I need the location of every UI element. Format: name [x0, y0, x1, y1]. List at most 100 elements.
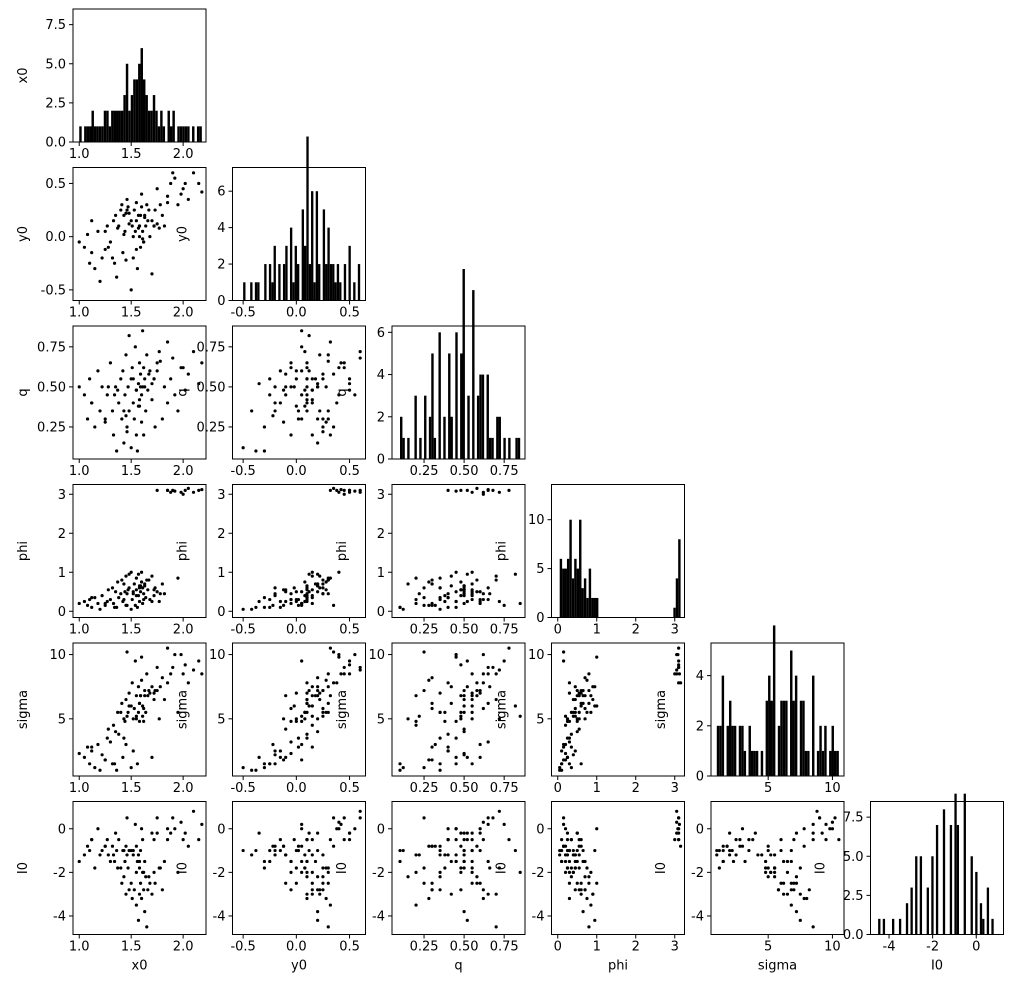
point-I0-vs-sigma-84	[837, 838, 841, 842]
point-I0-vs-y0-71	[289, 870, 293, 874]
point-q-vs-y0-56	[347, 377, 352, 381]
point-q-vs-x0-28	[130, 366, 134, 370]
hist-bar-x0-26	[142, 79, 146, 142]
point-I0-vs-x0-79	[112, 859, 117, 864]
point-y0-vs-x0-56	[169, 181, 173, 186]
point-q-vs-y0-53	[316, 417, 320, 421]
point-phi-vs-y0-75	[307, 572, 311, 576]
x-tick-label: 0.75	[490, 781, 519, 796]
x-tick-label: 0.25	[410, 623, 439, 638]
point-y0-vs-x0-46	[146, 219, 150, 223]
point-sigma-vs-x0-72	[147, 688, 151, 693]
point-phi-vs-x0-35	[136, 572, 141, 576]
point-I0-vs-q-79	[454, 859, 458, 864]
point-sigma-vs-y0-28	[305, 681, 309, 685]
point-q-vs-y0-41	[300, 329, 304, 333]
point-phi-vs-q-22	[494, 574, 498, 578]
point-I0-vs-x0-83	[155, 831, 159, 835]
point-I0-vs-x0-45	[145, 925, 149, 929]
point-I0-vs-q-61	[475, 844, 479, 848]
point-sigma-vs-x0-22	[124, 697, 128, 702]
point-I0-vs-x0-44	[144, 875, 148, 879]
point-phi-vs-x0-41	[141, 601, 145, 606]
point-I0-vs-x0-25	[127, 888, 131, 892]
point-phi-vs-q-64	[486, 487, 490, 492]
point-sigma-vs-phi-67	[585, 710, 589, 714]
point-y0-vs-x0-41	[141, 229, 145, 233]
point-sigma-vs-q-76	[443, 710, 447, 714]
point-phi-vs-q-21	[454, 590, 458, 594]
point-phi-vs-y0-21	[300, 590, 304, 594]
point-I0-vs-sigma-67	[773, 866, 777, 870]
point-I0-vs-y0-36	[305, 892, 309, 896]
point-phi-vs-y0-61	[331, 486, 336, 491]
point-I0-vs-q-14	[462, 831, 466, 835]
point-I0-vs-sigma-1	[728, 853, 732, 857]
point-sigma-vs-y0-52	[303, 717, 307, 721]
hist-bar-x0-10	[103, 110, 107, 142]
x-tick-label: 10	[824, 940, 841, 955]
x-tick-label: 1.0	[69, 940, 90, 955]
hist-bar-sigma-4	[726, 725, 729, 776]
point-phi-vs-y0-0	[289, 601, 293, 606]
point-I0-vs-sigma-46	[789, 888, 793, 892]
hist-bar-sigma-13	[748, 725, 751, 776]
point-I0-vs-y0-79	[268, 859, 272, 864]
point-I0-vs-sigma-62	[815, 809, 819, 813]
point-phi-vs-q-70	[449, 584, 453, 588]
y-tick-label: 0.25	[37, 420, 66, 435]
point-phi-vs-y0-7	[250, 607, 254, 611]
point-sigma-vs-q-24	[462, 710, 466, 714]
hist-bar-sigma-18	[760, 750, 764, 776]
y-tick-label: 10	[528, 648, 545, 663]
point-sigma-vs-q-3	[470, 762, 474, 766]
point-sigma-vs-phi-88	[577, 691, 581, 695]
y-tick-label: 1	[217, 566, 225, 581]
point-phi-vs-x0-76	[136, 594, 141, 598]
x-tick-label: 0.5	[339, 623, 360, 638]
point-phi-vs-q-27	[470, 570, 474, 574]
x-tick-label: 1.0	[69, 306, 90, 321]
point-I0-vs-q-54	[462, 859, 466, 864]
x-tick-label: 2	[632, 940, 640, 955]
point-phi-vs-x0-27	[129, 570, 133, 574]
point-sigma-vs-x0-59	[181, 672, 185, 676]
point-phi-vs-x0-16	[117, 596, 121, 600]
point-sigma-vs-q-47	[478, 691, 482, 695]
point-sigma-vs-y0-74	[353, 652, 357, 657]
point-y0-vs-x0-59	[181, 187, 185, 191]
point-sigma-vs-q-50	[422, 688, 426, 693]
point-I0-vs-q-68	[433, 844, 437, 848]
hist-bar-I0-28	[942, 809, 946, 935]
y-axis-title: I0	[335, 862, 350, 874]
hist-bar-y0-25	[301, 209, 305, 301]
x-tick-label: 5	[764, 781, 772, 796]
point-phi-vs-x0-72	[147, 578, 151, 582]
hist-bar-q-30	[472, 290, 475, 459]
point-sigma-vs-y0-83	[307, 688, 311, 693]
point-I0-vs-sigma-2	[738, 844, 742, 848]
point-y0-vs-x0-2	[85, 232, 90, 237]
hist-bar-sigma-28	[785, 700, 788, 776]
point-phi-vs-q-50	[422, 586, 426, 590]
point-sigma-vs-y0-40	[337, 655, 341, 659]
axes-frame	[870, 801, 1004, 935]
point-I0-vs-phi-47	[567, 881, 572, 885]
point-sigma-vs-x0-43	[143, 688, 147, 693]
point-I0-vs-phi-65	[569, 838, 573, 842]
point-phi-vs-y0-82	[313, 582, 318, 586]
point-I0-vs-x0-49	[152, 870, 156, 874]
point-phi-vs-x0-58	[176, 576, 180, 580]
point-y0-vs-x0-20	[122, 213, 126, 217]
point-I0-vs-y0-64	[339, 822, 343, 826]
point-sigma-vs-q-78	[465, 755, 469, 759]
x-tick-label: 0	[554, 781, 562, 796]
point-sigma-vs-phi-0	[563, 751, 568, 756]
point-q-vs-y0-23	[331, 425, 336, 429]
hist-bar-q-32	[476, 395, 480, 459]
point-I0-vs-phi-41	[563, 870, 568, 874]
point-phi-vs-y0-85	[300, 601, 304, 606]
point-I0-vs-x0-66	[106, 853, 110, 857]
point-I0-vs-x0-70	[137, 859, 142, 864]
point-I0-vs-q-28	[481, 896, 485, 901]
